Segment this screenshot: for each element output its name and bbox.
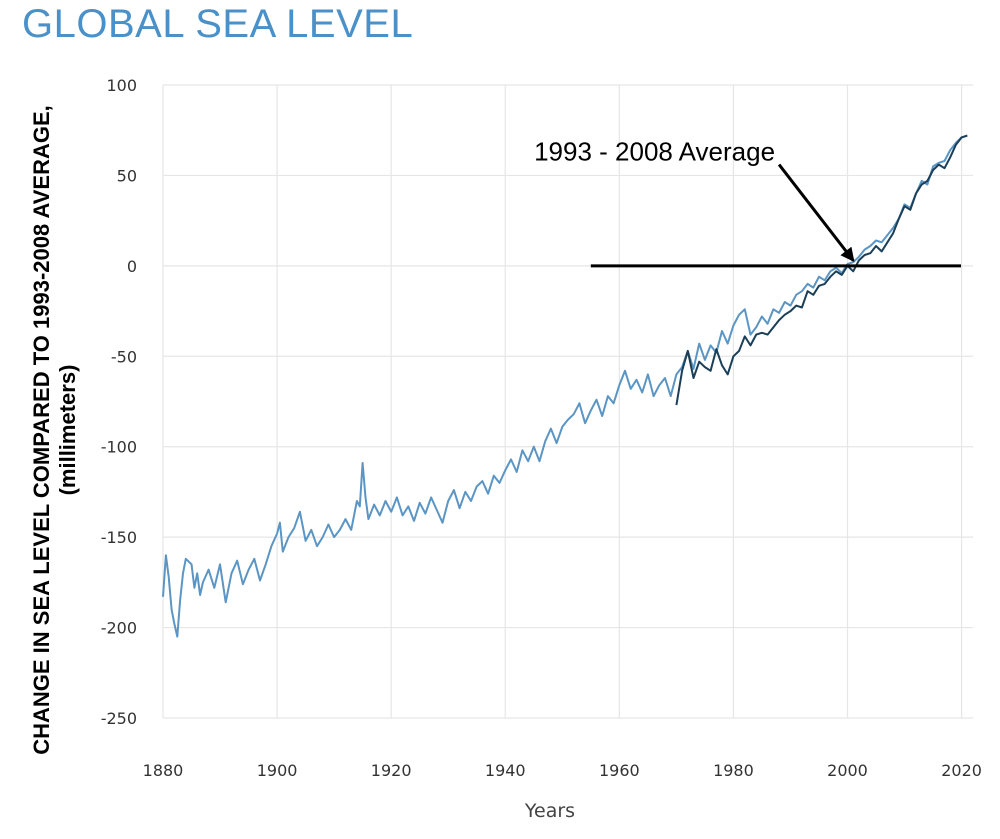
y-tick-label: 50: [117, 166, 137, 185]
grid: [162, 84, 973, 719]
x-tick-label: 1880: [143, 761, 184, 780]
annotation: 1993 - 2008 Average: [534, 137, 961, 268]
x-tick-label: 1960: [599, 761, 640, 780]
y-tick-label: -100: [101, 438, 137, 457]
x-axis-label: Years: [524, 800, 575, 822]
x-axis-ticks: 1880 1900 1920 1940 1960 1980 2000 2020: [143, 761, 982, 780]
y-tick-label: -50: [111, 347, 137, 366]
x-tick-label: 2020: [941, 761, 982, 780]
annotation-label: 1993 - 2008 Average: [534, 137, 775, 167]
series-line-2: [675, 134, 968, 406]
y-axis-ticks: 100 50 0 -50 -100 -150 -200 -250: [101, 76, 137, 728]
y-tick-label: 100: [106, 76, 137, 95]
x-tick-label: 1900: [257, 761, 298, 780]
y-tick-label: -200: [101, 619, 137, 638]
y-tick-label: -250: [101, 709, 137, 728]
x-tick-label: 1920: [371, 761, 412, 780]
x-tick-label: 2000: [827, 761, 868, 780]
y-tick-label: 0: [127, 257, 137, 276]
chart-title: GLOBAL SEA LEVEL: [22, 2, 414, 46]
x-tick-label: 1980: [713, 761, 754, 780]
y-tick-label: -150: [101, 528, 137, 547]
series-group: [162, 134, 968, 638]
series-line-1: [162, 134, 968, 638]
annotation-arrow: [777, 163, 855, 263]
x-tick-label: 1940: [485, 761, 526, 780]
